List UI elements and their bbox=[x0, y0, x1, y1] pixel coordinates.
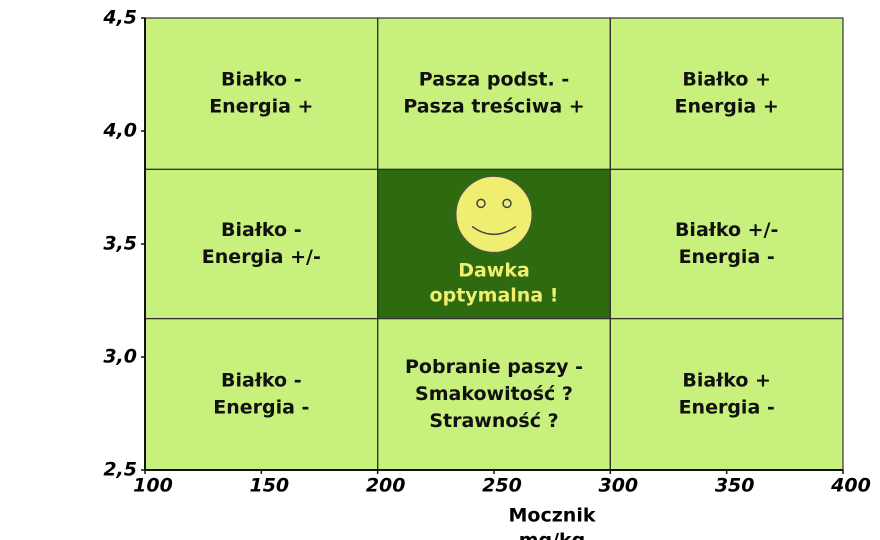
cell bbox=[144, 317, 379, 471]
cell bbox=[144, 17, 379, 171]
cell-text: Energia +/- bbox=[202, 246, 321, 268]
cell bbox=[609, 317, 844, 471]
cell-text: Pobranie paszy - bbox=[405, 356, 583, 378]
cell-text: Białko +/- bbox=[675, 219, 778, 241]
cell-text: Białko - bbox=[221, 369, 302, 391]
cell-text: Pasza treściwa + bbox=[403, 96, 584, 118]
x-tick-label: 400 bbox=[830, 475, 871, 497]
x-tick-label: 100 bbox=[133, 475, 173, 497]
x-tick-label: 350 bbox=[715, 475, 755, 497]
x-tick-label: 250 bbox=[482, 475, 522, 497]
cell-text: Dawka bbox=[458, 259, 530, 281]
x-tick-label: 300 bbox=[598, 475, 638, 497]
cell bbox=[609, 17, 844, 171]
cell bbox=[609, 168, 844, 320]
cell-text: Białko + bbox=[682, 69, 771, 91]
cell bbox=[377, 17, 611, 171]
y-tick-label: 3,5 bbox=[103, 233, 137, 255]
cell-text: Energia + bbox=[209, 96, 313, 118]
cell-text: Energia - bbox=[679, 246, 775, 268]
cell-text: Białko + bbox=[682, 369, 771, 391]
cell-text: Strawność ? bbox=[429, 410, 558, 432]
cell-text: optymalna ! bbox=[430, 284, 559, 306]
y-tick-label: 2,5 bbox=[103, 459, 137, 481]
x-tick-label: 150 bbox=[249, 475, 289, 497]
smiley-eye bbox=[476, 198, 486, 209]
x-tick-label: 200 bbox=[366, 475, 406, 497]
smiley-face bbox=[455, 175, 533, 253]
smiley-eye bbox=[502, 198, 512, 209]
x-axis-title: Mocznik bbox=[509, 505, 596, 527]
y-tick-label: 4,0 bbox=[102, 120, 137, 142]
cell-text: Smakowitość ? bbox=[415, 383, 573, 405]
cell-text: Białko - bbox=[221, 219, 302, 241]
y-tick-label: 4,5 bbox=[102, 7, 137, 29]
cell-text: Energia - bbox=[213, 396, 309, 418]
x-axis-unit: mg/kg bbox=[519, 530, 586, 540]
cell-text: Energia + bbox=[675, 96, 779, 118]
smiley-mouth bbox=[471, 225, 517, 236]
y-tick-label: 3,0 bbox=[103, 346, 137, 368]
cell-text: Pasza podst. - bbox=[419, 69, 569, 91]
cell-text: Białko - bbox=[221, 69, 302, 91]
cell-text: Energia - bbox=[679, 396, 775, 418]
cell bbox=[144, 168, 379, 320]
